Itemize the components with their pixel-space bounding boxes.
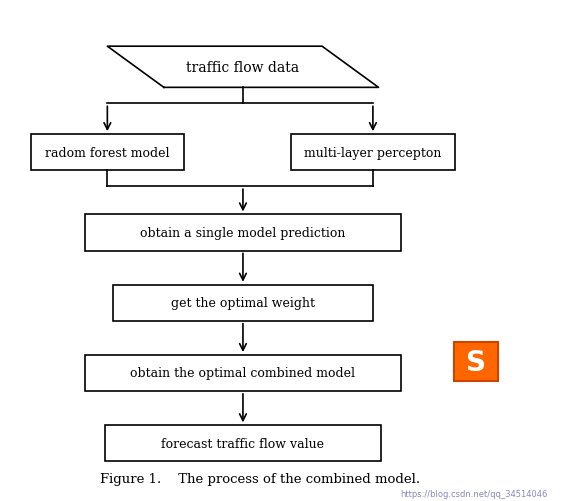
FancyBboxPatch shape — [291, 135, 455, 171]
FancyBboxPatch shape — [85, 355, 401, 391]
FancyBboxPatch shape — [85, 215, 401, 251]
Text: get the optimal weight: get the optimal weight — [171, 297, 315, 310]
FancyBboxPatch shape — [454, 342, 498, 382]
FancyBboxPatch shape — [31, 135, 184, 171]
FancyBboxPatch shape — [105, 425, 381, 461]
Text: https://blog.csdn.net/qq_34514046: https://blog.csdn.net/qq_34514046 — [401, 489, 548, 498]
Text: obtain the optimal combined model: obtain the optimal combined model — [131, 367, 355, 380]
Text: radom forest model: radom forest model — [45, 146, 170, 159]
Text: traffic flow data: traffic flow data — [186, 61, 299, 75]
Polygon shape — [107, 47, 379, 88]
Text: forecast traffic flow value: forecast traffic flow value — [162, 437, 324, 450]
Text: Figure 1.    The process of the combined model.: Figure 1. The process of the combined mo… — [100, 472, 420, 485]
FancyBboxPatch shape — [113, 285, 373, 321]
Text: obtain a single model prediction: obtain a single model prediction — [140, 226, 346, 239]
Text: S: S — [466, 348, 486, 376]
Text: multi-layer percepton: multi-layer percepton — [304, 146, 442, 159]
